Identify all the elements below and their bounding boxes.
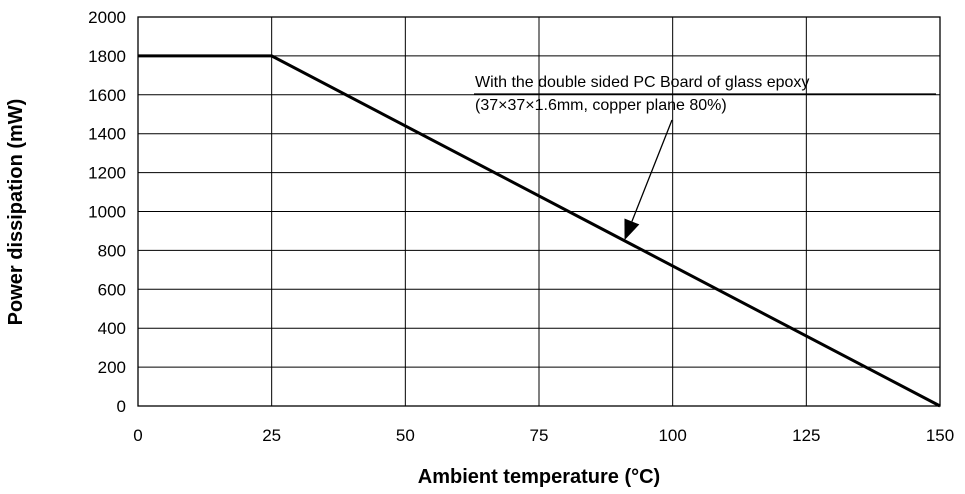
y-tick-label: 1600 xyxy=(88,86,126,105)
annotation: With the double sided PC Board of glass … xyxy=(474,74,936,241)
plot-frame xyxy=(137,16,941,407)
y-tick-label: 1200 xyxy=(88,164,126,183)
x-tick-label: 100 xyxy=(658,426,686,445)
y-tick-label: 600 xyxy=(98,280,126,299)
y-tick-label: 1800 xyxy=(88,47,126,66)
x-tick-label: 150 xyxy=(926,426,954,445)
x-tick-labels: 0 25 50 75 100 125 150 xyxy=(133,426,954,445)
y-tick-label: 800 xyxy=(98,241,126,260)
annotation-line-2: (37×37×1.6mm, copper plane 80%) xyxy=(475,97,727,114)
x-tick-label: 0 xyxy=(133,426,142,445)
y-tick-label: 0 xyxy=(117,397,126,416)
y-tick-labels: 0 200 400 600 800 1000 1200 1400 1600 1800 2000 xyxy=(88,8,126,416)
x-axis-title: Ambient temperature (°C) xyxy=(418,466,660,488)
y-tick-label: 200 xyxy=(98,358,126,377)
annotation-line-1: With the double sided PC Board of glass … xyxy=(475,74,809,91)
y-axis-title: Power dissipation (mW) xyxy=(5,99,27,326)
x-tick-label: 50 xyxy=(396,426,415,445)
y-tick-label: 1400 xyxy=(88,125,126,144)
annotation-arrow xyxy=(631,119,673,222)
annotation-arrowhead xyxy=(624,218,640,241)
derating-curve xyxy=(138,54,941,408)
x-tick-label: 75 xyxy=(530,426,549,445)
y-tick-label: 400 xyxy=(98,319,126,338)
y-tick-label: 1000 xyxy=(88,203,126,222)
x-tick-label: 25 xyxy=(262,426,281,445)
y-tick-label: 2000 xyxy=(88,8,126,27)
x-tick-label: 125 xyxy=(792,426,820,445)
